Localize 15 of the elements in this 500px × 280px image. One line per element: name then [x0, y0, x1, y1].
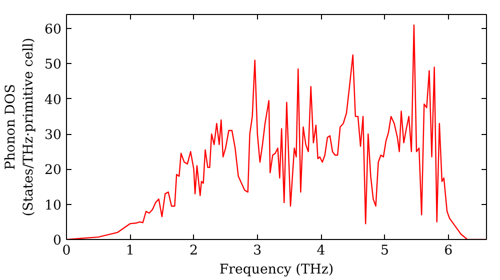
- x-axis-title: Frequency (THz): [219, 262, 334, 278]
- y-tick-label: 0: [53, 234, 62, 248]
- x-tick-label: 4: [316, 244, 326, 258]
- x-tick-label: 6: [444, 244, 453, 258]
- y-tick-label: 20: [44, 163, 62, 178]
- y-tick-label: 40: [44, 92, 62, 108]
- y-tick-label: 50: [44, 58, 62, 73]
- x-tick-label: 1: [126, 244, 134, 258]
- x-tick-label: 3: [253, 244, 262, 258]
- x-tick-label: 5: [380, 244, 389, 258]
- y-axis-title: Phonon DOS (States/THz·primitive cell): [4, 38, 37, 216]
- x-tick-label: 2: [190, 244, 198, 258]
- y-tick-label: 60: [44, 22, 62, 38]
- y-tick-label: 30: [44, 128, 62, 144]
- y-tick-label: 10: [44, 198, 62, 214]
